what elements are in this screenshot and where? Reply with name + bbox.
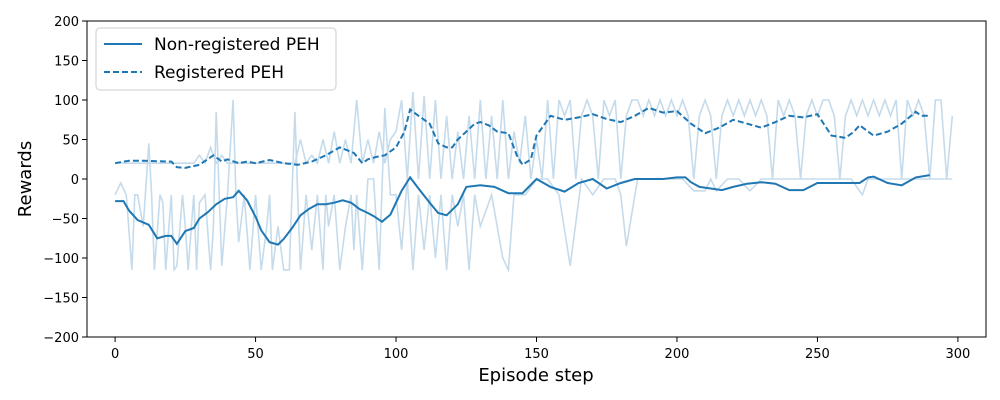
raw-series-line-1 bbox=[115, 92, 954, 180]
legend-label-non-registered: Non-registered PEH bbox=[154, 35, 320, 55]
x-tick-label: 150 bbox=[524, 347, 549, 362]
x-tick-label: 250 bbox=[805, 347, 830, 362]
x-tick-label: 0 bbox=[111, 347, 119, 362]
y-tick-label: 100 bbox=[54, 94, 79, 109]
legend-label-registered: Registered PEH bbox=[154, 63, 284, 83]
raw-series-layer bbox=[114, 92, 954, 273]
x-axis: 0 50 100 150 200 250 300 bbox=[111, 337, 970, 362]
x-tick-label: 200 bbox=[665, 347, 690, 362]
y-tick-label: 50 bbox=[62, 134, 79, 149]
legend-box bbox=[95, 27, 337, 91]
non-registered-peh-line bbox=[115, 174, 930, 246]
y-tick-label: −200 bbox=[43, 331, 79, 346]
y-tick-label: 0 bbox=[71, 173, 79, 188]
legend: Non-registered PEH Registered PEH bbox=[95, 27, 337, 91]
y-tick-label: 200 bbox=[54, 15, 79, 30]
raw-series-line-0 bbox=[114, 99, 953, 273]
y-tick-label: −150 bbox=[43, 292, 79, 307]
y-tick-label: −100 bbox=[43, 252, 79, 267]
smoothed-series-layer bbox=[114, 106, 930, 246]
x-tick-label: 50 bbox=[247, 347, 264, 362]
y-axis-label: Rewards bbox=[15, 141, 36, 217]
y-tick-label: 150 bbox=[54, 55, 79, 70]
x-axis-label: Episode step bbox=[478, 365, 593, 386]
x-tick-label: 300 bbox=[945, 347, 970, 362]
y-axis: −200 −150 −100 −50 0 50 100 150 200 bbox=[43, 15, 87, 346]
y-tick-label: −50 bbox=[52, 213, 79, 228]
x-tick-label: 100 bbox=[384, 347, 409, 362]
